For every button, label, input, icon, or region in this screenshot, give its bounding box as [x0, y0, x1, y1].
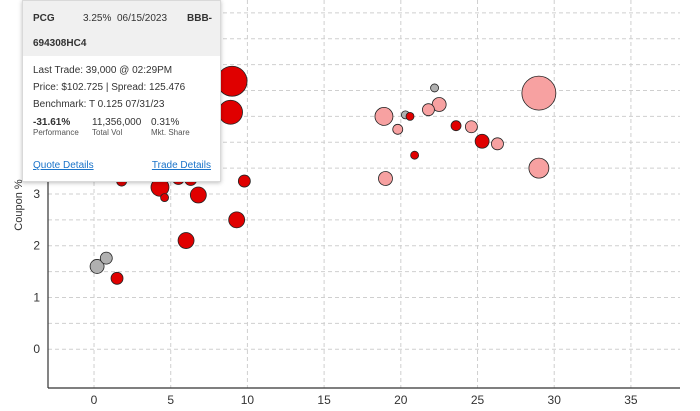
tooltip-last-trade: Last Trade: 39,000 @ 02:29PM — [33, 65, 173, 76]
bond-point[interactable] — [177, 232, 195, 249]
bond-point[interactable] — [378, 171, 393, 186]
tooltip-maturity: 06/15/2023 — [117, 13, 168, 24]
trade-details-link[interactable]: Trade Details — [151, 160, 211, 171]
y-tick-label: 0 — [33, 342, 40, 356]
x-tick-label: 15 — [317, 393, 331, 407]
bond-point[interactable] — [405, 112, 415, 121]
bond-point[interactable] — [189, 186, 207, 204]
y-tick-label: 1 — [33, 290, 40, 304]
tooltip-performance: -31.61% Performance — [33, 117, 92, 137]
bond-point[interactable] — [430, 83, 439, 93]
x-tick-label: 10 — [241, 393, 255, 407]
tooltip-rating: BBB- — [187, 13, 212, 24]
x-tick-label: 5 — [167, 393, 174, 407]
bond-point[interactable] — [464, 120, 478, 134]
tooltip-total-vol: 11,356,000 Total Vol — [92, 117, 151, 137]
bond-point[interactable] — [99, 251, 113, 265]
bond-point[interactable] — [228, 211, 246, 229]
total-vol-value: 11,356,000 — [92, 117, 142, 128]
tooltip-header: PCG 3.25% 06/15/2023 BBB- 694308HC4 — [23, 1, 220, 56]
bond-point[interactable] — [237, 174, 251, 188]
bond-point[interactable] — [422, 103, 435, 117]
bond-point[interactable] — [218, 99, 243, 125]
bond-point[interactable] — [110, 271, 124, 285]
tooltip-body: Last Trade: 39,000 @ 02:29PM Price: $102… — [23, 56, 220, 137]
x-tick-label: 0 — [91, 393, 98, 407]
x-tick-label: 25 — [471, 393, 485, 407]
tooltip-links: Quote Details Trade Details — [33, 160, 211, 171]
x-tick-label: 20 — [394, 393, 408, 407]
tooltip-price-spread: Price: $102.725 | Spread: 125.476 — [33, 82, 186, 93]
y-tick-label: 3 — [33, 187, 40, 201]
tooltip-mkt-share: 0.31% Mkt. Share — [151, 117, 190, 137]
x-tick-label: 30 — [548, 393, 562, 407]
tooltip-benchmark: Benchmark: T 0.125 07/31/23 — [33, 99, 165, 110]
y-tick-label: 2 — [33, 239, 40, 253]
mkt-share-label: Mkt. Share — [151, 128, 190, 137]
bond-point[interactable] — [160, 193, 169, 203]
performance-label: Performance — [33, 128, 79, 137]
bond-tooltip: PCG 3.25% 06/15/2023 BBB- 694308HC4 Last… — [22, 0, 221, 182]
bond-point[interactable] — [491, 137, 504, 151]
y-axis-title: Coupon % — [13, 179, 25, 231]
quote-details-link[interactable]: Quote Details — [33, 160, 94, 171]
bond-point[interactable] — [89, 259, 105, 274]
bond-point[interactable] — [474, 133, 490, 149]
bond-point[interactable] — [392, 123, 404, 135]
tooltip-coupon: 3.25% — [83, 13, 112, 24]
chart-axes: 0 5 10 15 20 25 30 35 0 1 2 3 — [33, 0, 680, 407]
tooltip-ticker: PCG — [33, 13, 55, 24]
mkt-share-value: 0.31% — [151, 117, 180, 128]
x-tick-label: 35 — [624, 393, 638, 407]
bond-point[interactable] — [374, 107, 394, 126]
tooltip-cusip: 694308HC4 — [33, 38, 87, 49]
bond-point[interactable] — [521, 75, 557, 111]
chart-points — [89, 65, 557, 285]
tooltip-stats: -31.61% Performance 11,356,000 Total Vol… — [33, 117, 220, 137]
bond-point[interactable] — [450, 120, 462, 132]
bond-point[interactable] — [528, 157, 550, 179]
bond-point[interactable] — [410, 150, 420, 160]
bond-point[interactable] — [216, 65, 248, 97]
total-vol-label: Total Vol — [92, 128, 123, 137]
performance-value: -31.61% — [33, 117, 71, 128]
